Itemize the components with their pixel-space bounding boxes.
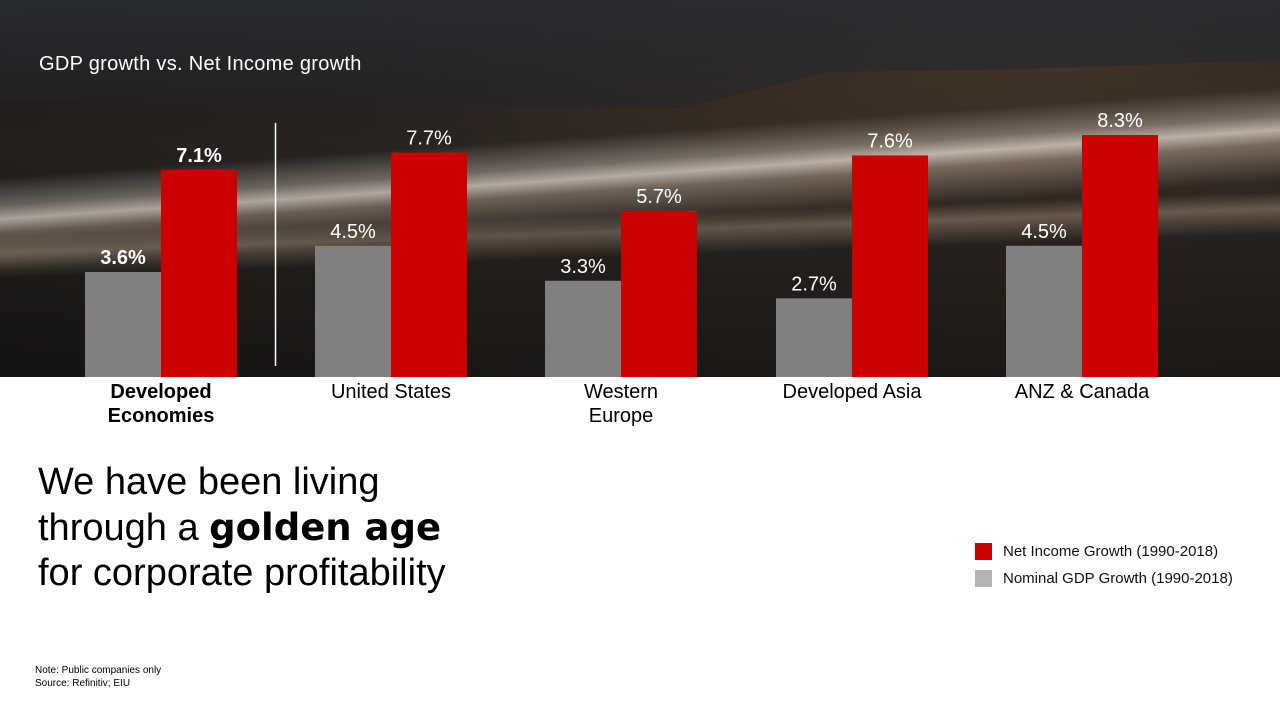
bar-gdp-0 [85, 272, 161, 377]
bar-net-income-1 [391, 152, 467, 377]
bar-net-income-0 [161, 169, 237, 377]
bar-net-income-4 [1082, 135, 1158, 377]
headline-emphasis: golden age [209, 506, 442, 549]
category-label-2: Western Europe [583, 381, 659, 427]
bar-gdp-3 [776, 298, 852, 377]
footnote-source: Source: Refinitiv; EIU [35, 678, 131, 689]
legend-swatch-net-income [975, 542, 992, 560]
data-label-net-income-0: 7.1% [176, 145, 222, 167]
legend-item-net-income: Net Income Growth (1990-2018) [975, 542, 1218, 560]
headline-line-2: through a golden age [38, 505, 446, 551]
data-label-net-income-3: 7.6% [867, 130, 913, 152]
headline-line-2-prefix: through a [38, 507, 210, 549]
headline: We have been living through a golden age… [38, 460, 446, 596]
category-label-0: Developed Economies [107, 381, 215, 427]
data-label-gdp-1: 4.5% [330, 221, 376, 243]
data-label-gdp-3: 2.7% [791, 273, 837, 295]
category-label-1: United States [330, 381, 452, 403]
legend-item-gdp: Nominal GDP Growth (1990-2018) [975, 569, 1233, 587]
legend-label-gdp: Nominal GDP Growth (1990-2018) [1003, 569, 1233, 587]
bar-gdp-4 [1006, 245, 1082, 377]
headline-line-3: for corporate profitability [38, 552, 446, 594]
bar-chart: 3.6% 7.1% 4.5% 7.7% 3.3% 5.7% 2.7% 7.6% 4.5% 8.3% [85, 110, 1158, 377]
bar-gdp-1 [315, 245, 391, 377]
legend-swatch-gdp [975, 569, 992, 587]
data-label-gdp-4: 4.5% [1021, 221, 1067, 243]
data-label-net-income-2: 5.7% [636, 186, 682, 208]
category-label-3: Developed Asia [782, 381, 922, 403]
bar-net-income-3 [852, 155, 928, 377]
data-label-net-income-1: 7.7% [406, 127, 452, 149]
data-label-net-income-4: 8.3% [1097, 110, 1143, 132]
footnote-note: Note: Public companies only [35, 665, 162, 676]
footnote: Note: Public companies only Source: Refi… [35, 664, 161, 690]
data-label-gdp-2: 3.3% [560, 256, 606, 278]
headline-line-1: We have been living [38, 461, 380, 503]
bar-gdp-2 [545, 280, 621, 377]
chart-title: GDP growth vs. Net Income growth [39, 53, 362, 75]
legend-label-net-income: Net Income Growth (1990-2018) [1003, 542, 1219, 560]
category-label-4: ANZ & Canada [1014, 381, 1150, 403]
bar-net-income-2 [621, 210, 697, 377]
data-label-gdp-0: 3.6% [100, 247, 146, 269]
